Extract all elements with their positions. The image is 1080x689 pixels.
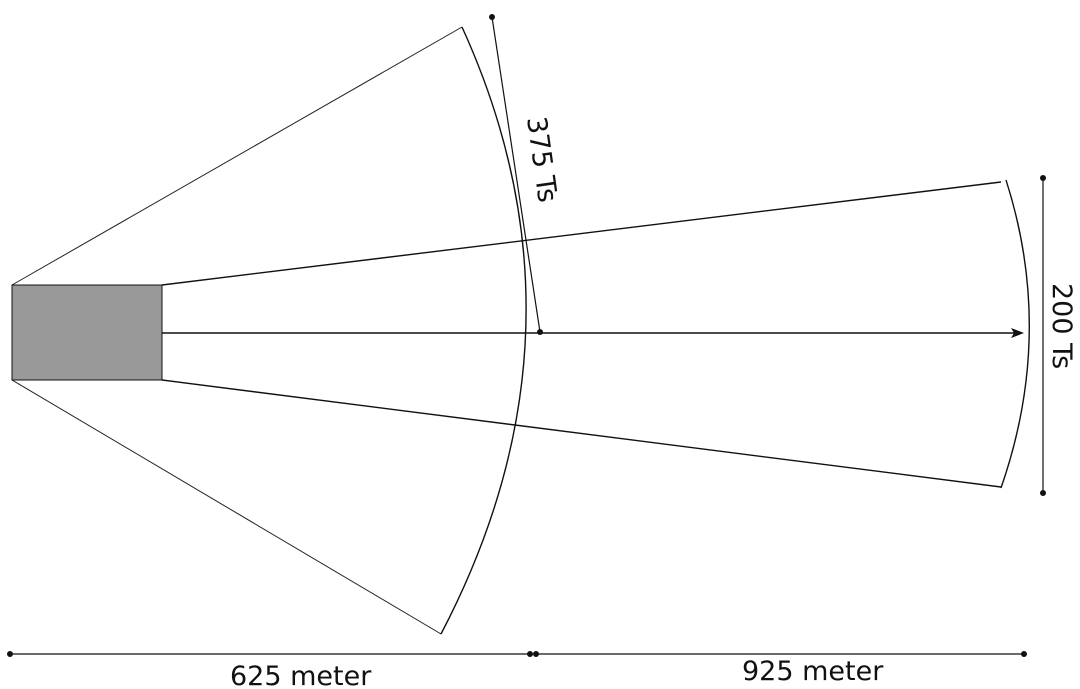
narrow-arc-measure-bottom-dot [1040, 490, 1046, 496]
narrow-cone-upper-edge [161, 181, 1002, 286]
near-distance-end-dot [527, 651, 533, 657]
wide-arc-measure-line [491, 16, 541, 333]
narrow-arc-label: 200 Ts [1046, 283, 1077, 369]
far-distance-label: 925 meter [742, 656, 884, 687]
wide-cone-arc [440, 26, 527, 635]
center-arrowhead [1011, 328, 1024, 338]
wide-arc-label: 375 Ts [520, 115, 563, 205]
wide-cone-lower-edge [11, 379, 442, 635]
far-distance-start-dot [533, 651, 539, 657]
wide-cone-upper-edge [11, 26, 463, 286]
near-distance-start-dot [7, 651, 13, 657]
far-distance-end-dot [1021, 651, 1027, 657]
near-distance-label: 625 meter [230, 661, 372, 689]
source-block [11, 284, 163, 381]
narrow-arc-measure-top-dot [1040, 175, 1046, 181]
narrow-cone-lower-edge [161, 379, 1002, 488]
wide-arc-measure-bottom-dot [537, 329, 543, 335]
narrow-cone-arc [1000, 179, 1030, 489]
wide-arc-measure-top-dot [489, 14, 495, 20]
